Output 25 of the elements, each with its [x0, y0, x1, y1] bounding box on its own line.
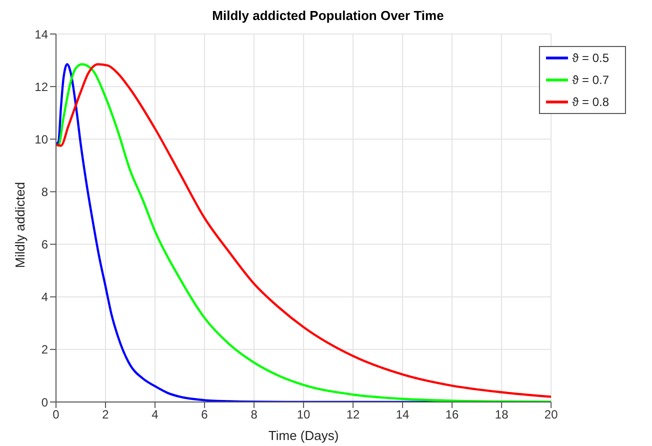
y-tick-label: 2	[41, 342, 48, 357]
x-tick-label: 2	[102, 408, 110, 422]
chart-title: Mildly addicted Population Over Time	[211, 8, 445, 24]
x-axis-title: Time (Days)	[268, 428, 339, 443]
x-tick-label: 0	[52, 408, 60, 422]
x-tick-label: 6	[201, 408, 208, 422]
y-tick-label: 6	[41, 238, 48, 252]
y-tick-label: 14	[34, 27, 48, 42]
x-tick-label: 10	[296, 408, 311, 422]
x-tick-label: 4	[152, 408, 159, 422]
x-tick-label: 16	[445, 408, 460, 422]
x-tick-label: 14	[396, 408, 410, 422]
y-tick-label: 0	[41, 395, 48, 410]
y-tick-label: 12	[34, 80, 48, 94]
x-tick-label: 8	[250, 408, 258, 422]
legend-label: ϑ = 0.5	[572, 51, 609, 66]
x-tick-label: 20	[544, 408, 558, 422]
y-tick-label: 8	[41, 184, 48, 199]
legend-label: ϑ = 0.8	[572, 95, 609, 110]
y-tick-label: 4	[41, 290, 48, 304]
x-tick-label: 18	[494, 408, 509, 422]
y-tick-label: 10	[34, 132, 48, 146]
y-axis-title: Mildly addicted	[12, 182, 28, 268]
legend-label: ϑ = 0.7	[572, 73, 609, 88]
x-tick-label: 12	[346, 408, 360, 422]
